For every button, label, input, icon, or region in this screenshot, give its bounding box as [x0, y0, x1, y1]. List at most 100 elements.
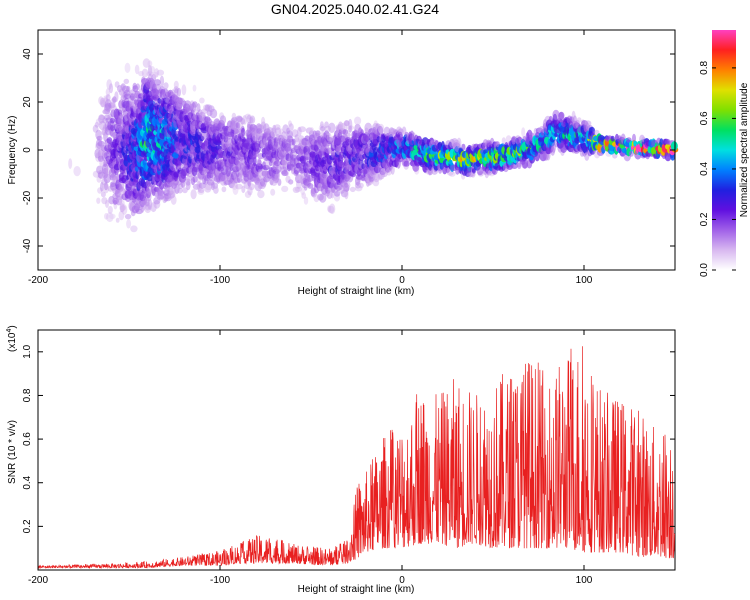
heatmap-cell — [584, 120, 592, 127]
heatmap-cell — [235, 183, 243, 190]
snr-y-tick-label: 1.0 — [22, 344, 33, 358]
heatmap-cell — [288, 120, 292, 127]
heatmap-cell — [294, 134, 299, 143]
heatmap-cell — [73, 166, 81, 177]
heatmap-cell — [284, 170, 289, 177]
heatmap-cell — [106, 137, 113, 144]
x-tick-label: 0 — [399, 275, 405, 286]
snr-axes: -200 -100 0 100 0.2 0.4 0.6 0.8 1.0 — [22, 330, 675, 586]
heatmap-cell — [248, 183, 255, 191]
colorbar-tick-label: 0.2 — [699, 212, 710, 226]
heatmap-cell — [390, 164, 395, 175]
heatmap-cell — [158, 181, 165, 190]
heatmap-cell — [319, 126, 326, 132]
heatmap-cell — [377, 123, 385, 134]
heatmap-cell — [177, 187, 183, 194]
snr-y-tick-label: 0.2 — [22, 519, 33, 533]
heatmap-cell — [476, 166, 484, 176]
heatmap-cell — [147, 73, 153, 81]
snr-frame — [37, 329, 676, 571]
heatmap-cell — [150, 202, 157, 213]
heatmap-cell — [124, 62, 131, 73]
heatmap-cell — [118, 210, 125, 221]
heatmap-cell — [134, 64, 140, 75]
heatmap-cell — [257, 159, 262, 167]
snr-multiplier-prefix: (x10 — [7, 332, 18, 352]
heatmap-cell — [548, 115, 553, 124]
heatmap-cell — [632, 133, 636, 143]
heatmap-cell — [94, 121, 100, 128]
heatmap-cell — [257, 190, 265, 199]
heatmap-cell — [326, 132, 332, 142]
heatmap-cell — [293, 166, 300, 175]
heatmap-cell — [240, 118, 246, 125]
heatmap-cell — [120, 200, 125, 207]
heatmap-cell — [126, 85, 131, 92]
snr-y-axis-label: SNR (10 * v/v) — [7, 420, 18, 484]
x-tick-label: -100 — [210, 275, 230, 286]
heatmap-cell — [628, 150, 634, 157]
colorbar-tick-label: 0.8 — [699, 61, 710, 75]
heatmap-cell — [149, 66, 156, 74]
snr-panel: -200 -100 0 100 0.2 0.4 0.6 0.8 1.0 Height of st… — [6, 325, 676, 595]
heatmap-cell — [123, 78, 130, 85]
heatmap-cell — [576, 117, 582, 123]
heatmap-cell — [173, 171, 179, 178]
heatmap-cell — [105, 94, 111, 102]
heatmap-cell — [177, 87, 181, 97]
y-tick-label: -40 — [22, 238, 33, 253]
heatmap-cell — [197, 187, 205, 194]
heatmap-cell — [107, 205, 113, 214]
heatmap-cell — [221, 186, 227, 193]
heatmap-cell — [521, 127, 526, 138]
heatmap-cell — [185, 176, 192, 182]
heatmap-cell — [192, 183, 201, 190]
heatmap-cell — [298, 126, 307, 133]
heatmap-cell — [461, 143, 466, 151]
heatmap-cell — [135, 83, 140, 90]
heatmap-cell — [344, 184, 350, 192]
heatmap-cell — [212, 182, 219, 189]
heatmap-cell — [96, 197, 101, 204]
heatmap-cell — [147, 65, 153, 76]
colorbar-label: Normalized spectral amplitude — [739, 82, 750, 217]
heatmap-cell — [101, 197, 108, 205]
heatmap-cell — [156, 69, 165, 76]
heatmap-cell — [501, 137, 506, 145]
heatmap-cell — [348, 118, 353, 130]
heatmap-cell — [106, 79, 112, 90]
heatmap-cell — [157, 189, 165, 200]
heatmap-cell — [192, 176, 198, 183]
heatmap-cell — [104, 167, 109, 179]
snr-x-tick-label: -100 — [210, 575, 230, 586]
heatmap-cell — [154, 68, 160, 78]
heatmap-cell — [288, 179, 294, 185]
x-tick-label: -200 — [28, 275, 48, 286]
heatmap-cell — [277, 178, 282, 186]
heatmap-cell — [141, 68, 149, 78]
heatmap-cell — [182, 187, 188, 194]
snr-x-tick-label: 100 — [576, 575, 593, 586]
heatmap-cell — [99, 97, 106, 108]
colorbar-tick-label: 0.6 — [699, 111, 710, 125]
heatmap-cell — [177, 97, 185, 104]
heatmap-cell — [109, 117, 116, 124]
colorbar-tick-label: 0.4 — [699, 162, 710, 176]
spectrogram-y-axis-label: Frequency (Hz) — [7, 116, 18, 185]
heatmap-cell — [130, 225, 138, 233]
snr-x-tick-label: -200 — [28, 575, 48, 586]
heatmap-cell — [142, 58, 151, 68]
heatmap-cell — [103, 95, 108, 101]
heatmap-cell — [327, 205, 335, 214]
heatmap-cell — [377, 125, 384, 136]
spectrogram-x-axis-label: Height of straight line (km) — [298, 286, 415, 297]
heatmap-cell — [100, 191, 106, 198]
heatmap-cell — [262, 164, 270, 171]
heatmap-cell — [173, 80, 179, 89]
heatmap-cell — [495, 142, 500, 148]
heatmap-cell — [456, 137, 462, 149]
heatmap-cell — [108, 83, 114, 94]
heatmap-cell — [242, 115, 248, 125]
snr-y-tick-label: 0.4 — [22, 475, 33, 489]
